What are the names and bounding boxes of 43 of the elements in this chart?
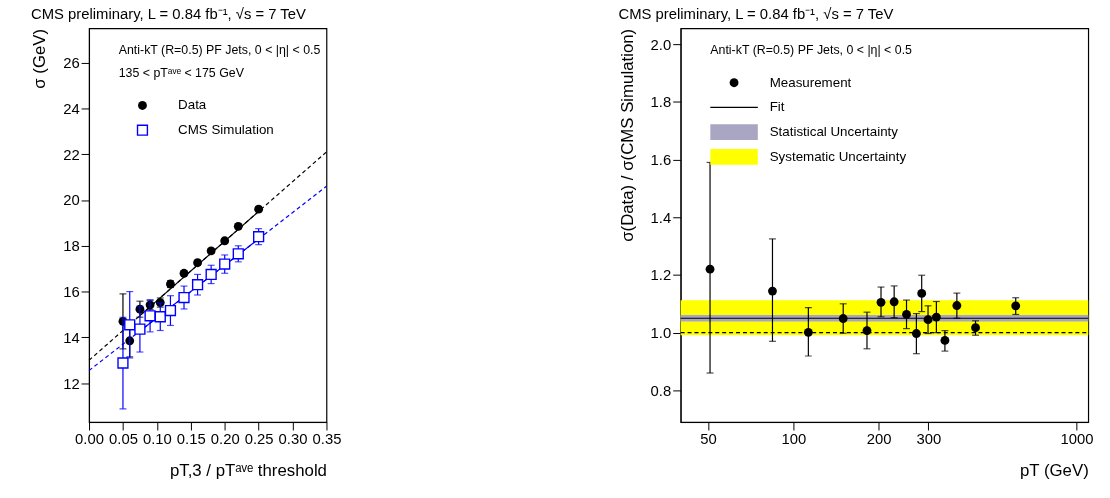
legend-label: Data [178,97,207,113]
chart-title: CMS preliminary, L = 0.84 fb⁻¹, √s = 7 TeV [618,6,894,23]
x-tick-label: 300 [916,431,942,448]
y-axis-title: σ(Data) / σ(CMS Simulation) [617,28,637,242]
legend-label: Fit [769,99,785,115]
legend-label: Statistical Uncertainty [769,124,899,140]
x-axis-title: pT (GeV) [1019,460,1089,480]
x-tick-label: 50 [700,431,717,448]
y-tick-label: 2.0 [650,36,672,53]
y-tick-label: 0.8 [650,382,672,399]
x-tick-label: 0.20 [210,431,240,448]
y-tick-label: 20 [63,192,80,209]
y-tick-label: 16 [63,284,80,301]
y-tick-label: 22 [63,146,80,163]
x-tick-label: 200 [866,431,892,448]
annotation: Anti-kT (R=0.5) PF Jets, 0 < |η| < 0.5 [118,43,321,58]
legend-label: Systematic Uncertainty [769,148,907,164]
x-tick-label: 1000 [1060,431,1094,448]
x-tick-label: 0.30 [278,431,308,448]
chart-title: CMS preliminary, L = 0.84 fb⁻¹, √s = 7 TeV [30,6,307,23]
y-tick-label: 1.2 [650,267,672,284]
y-tick-label: 12 [63,375,80,392]
y-tick-label: 24 [63,100,80,117]
x-tick-label: 0.05 [109,431,138,448]
y-tick-label: 1.6 [650,152,672,169]
x-tick-label: 0.15 [176,431,206,448]
x-axis-title: pT,3 / pTᵃᵛᵉ threshold [169,460,327,480]
x-tick-label: 0.35 [312,431,342,448]
annotation: 135 < pTᵃᵛᵉ < 175 GeV [118,65,245,80]
x-tick-label: 0.00 [75,431,104,448]
y-tick-label: 1.0 [650,325,672,342]
y-axis-title: σ (GeV) [30,28,50,89]
y-tick-label: 14 [63,329,80,346]
y-tick-label: 26 [63,55,80,72]
y-tick-label: 18 [63,238,80,255]
annotation: Anti-kT (R=0.5) PF Jets, 0 < |η| < 0.5 [710,43,913,58]
legend-label: Measurement [769,74,852,90]
x-tick-label: 0.25 [244,431,274,448]
x-tick-label: 100 [781,431,807,448]
legend-label: CMS Simulation [178,122,274,138]
x-tick-label: 0.10 [142,431,172,448]
y-tick-label: 1.8 [650,94,672,111]
y-tick-label: 1.4 [650,209,672,226]
